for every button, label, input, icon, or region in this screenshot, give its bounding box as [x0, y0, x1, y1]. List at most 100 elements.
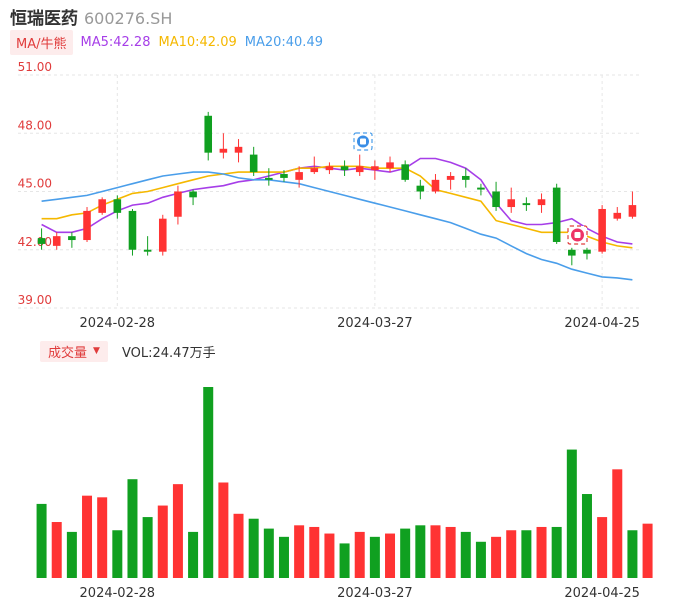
candle-body [265, 177, 273, 180]
volume-bar [97, 497, 108, 578]
volume-bar [294, 525, 305, 578]
volume-bar [36, 503, 47, 578]
candle-body [477, 187, 485, 190]
price-x-tick-label: 2024-04-25 [564, 316, 640, 331]
volume-bar [112, 530, 123, 578]
candle-body [401, 164, 409, 180]
volume-bar [551, 526, 562, 578]
candle-body [280, 174, 288, 178]
dropdown-arrow-icon: ▼ [93, 346, 100, 356]
price-x-tick-label: 2024-02-28 [80, 316, 156, 331]
volume-x-tick-label: 2024-03-27 [337, 586, 413, 601]
volume-bar [627, 530, 638, 578]
volume-bar [127, 479, 138, 578]
volume-bar [263, 528, 274, 578]
volume-bar [445, 526, 456, 578]
candle-body [52, 236, 61, 246]
price-y-tick-label: 48.00 [18, 118, 52, 132]
moving-average-lines [41, 157, 633, 281]
ma-line-ma5 [41, 157, 633, 245]
volume-bar [460, 531, 471, 578]
volume-value-label: VOL:24.47万手 [121, 345, 216, 361]
candlesticks [37, 111, 637, 266]
volume-bar [309, 526, 320, 578]
volume-bar [66, 531, 77, 578]
candle-body [340, 166, 349, 171]
volume-tag-label: 成交量 [48, 345, 88, 361]
candle-body [461, 175, 470, 180]
candle-body [416, 185, 425, 192]
candle-body [583, 249, 591, 254]
candle-body [234, 146, 243, 153]
volume-bar [612, 469, 623, 578]
ma10-legend-label: MA10:42.09 [158, 34, 237, 50]
candle-body [83, 210, 91, 241]
candle-body [552, 187, 561, 242]
volume-x-axis: 2024-02-28 2024-03-27 2024-04-25 [80, 586, 640, 601]
volume-legend: 成交量 ▼ VOL:24.47万手 [40, 340, 216, 362]
stock-code: 600276.SH [84, 9, 173, 28]
candle-body [355, 166, 364, 173]
candle-body [113, 199, 122, 213]
price-y-tick-label: 42.00 [18, 235, 52, 249]
volume-bar [521, 530, 532, 578]
volume-bar [157, 505, 168, 578]
price-y-tick-label: 39.00 [18, 293, 52, 307]
volume-bar [188, 531, 199, 578]
candle-body [219, 148, 228, 153]
volume-indicator-selector[interactable]: 成交量 ▼ [40, 340, 108, 362]
price-y-tick-label: 51.00 [18, 60, 52, 74]
volume-bar [354, 531, 365, 578]
stock-name: 恒瑞医药 [10, 9, 78, 29]
volume-bar [339, 543, 350, 578]
volume-bar [51, 522, 62, 578]
volume-bar [278, 536, 289, 578]
candle-body [446, 175, 455, 180]
ma-legend: MA/牛熊 MA5:42.28 MA10:42.09 MA20:40.49 [10, 29, 331, 55]
volume-bar [597, 517, 608, 578]
candle-body [507, 199, 516, 208]
volume-x-tick-label: 2024-02-28 [80, 586, 156, 601]
volume-bar [430, 525, 441, 578]
candle-body [386, 162, 394, 169]
ma-line-ma10 [41, 165, 633, 249]
price-y-tick-label: 45.00 [18, 177, 52, 191]
financial-report-marker-icon[interactable] [567, 225, 588, 245]
candle-body [522, 203, 531, 206]
candle-body [628, 205, 637, 217]
candle-body [174, 191, 182, 217]
volume-bar [536, 526, 547, 578]
event-markers [353, 132, 588, 245]
volume-bar [566, 449, 577, 578]
ma-indicator-selector[interactable]: MA/牛熊 [10, 29, 73, 55]
volume-bar [385, 533, 396, 578]
volume-bar [248, 518, 259, 578]
volume-bar [324, 533, 335, 578]
volume-bar [82, 495, 93, 578]
ma-line-ma20 [41, 171, 633, 281]
price-x-axis: 2024-02-28 2024-03-27 2024-04-25 [80, 316, 640, 331]
candle-body [68, 236, 76, 241]
stock-header: 恒瑞医药 600276.SH [10, 4, 173, 29]
candle-body [37, 238, 46, 244]
volume-bar [415, 525, 426, 578]
candle-body [310, 168, 319, 173]
volume-bar [475, 541, 486, 578]
candle-body [598, 208, 606, 252]
candle-body [295, 172, 303, 180]
volume-bar [642, 523, 653, 578]
ma20-legend-label: MA20:40.49 [244, 34, 323, 50]
volume-bar [506, 530, 517, 578]
volume-bars [36, 387, 653, 578]
candle-body [189, 191, 197, 198]
candle-body [128, 210, 137, 250]
volume-bar [172, 484, 183, 578]
candle-body [537, 199, 546, 206]
candle-body [98, 199, 106, 213]
candle-body [568, 249, 576, 256]
candle-body [249, 154, 258, 173]
volume-bar [491, 536, 502, 578]
announcement-marker-icon[interactable] [353, 132, 373, 151]
candle-body [492, 191, 500, 208]
price-y-axis: 51.00 48.00 45.00 42.00 39.00 [18, 60, 52, 307]
